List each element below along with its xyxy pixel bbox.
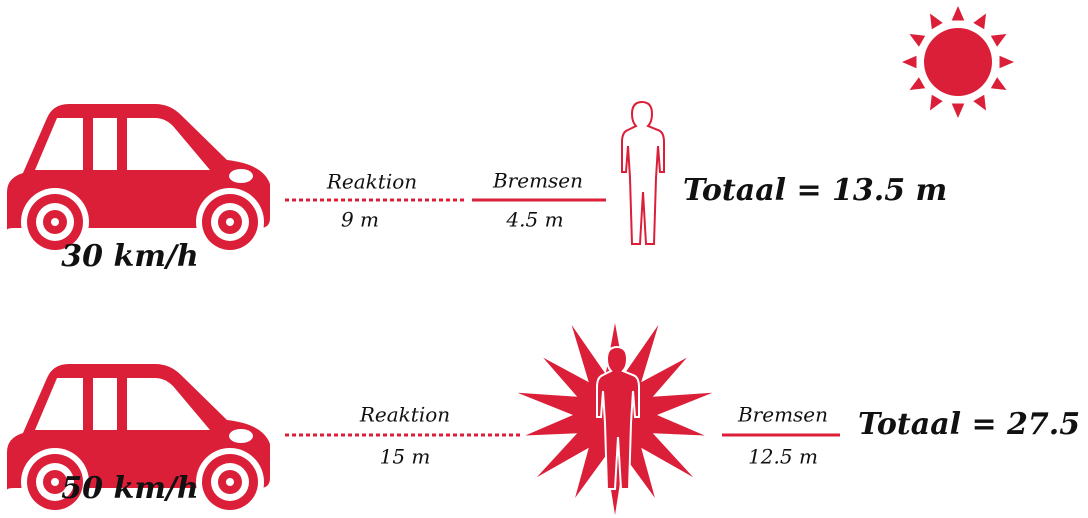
total-distance: Totaal = 27.5 m bbox=[858, 407, 1088, 442]
sun-icon bbox=[902, 6, 1014, 118]
reaction-distance: 15 m bbox=[380, 445, 431, 469]
sun-ray bbox=[952, 6, 965, 21]
sun-ray bbox=[910, 77, 926, 90]
sun-ray bbox=[973, 14, 986, 30]
reaction-label: Reaktion bbox=[359, 403, 450, 427]
sun-ray bbox=[973, 95, 986, 111]
sun-ray bbox=[952, 104, 965, 119]
braking-label: Bremsen bbox=[492, 169, 583, 193]
sun-ray bbox=[902, 56, 917, 69]
car-icon bbox=[7, 104, 270, 256]
braking-distance: 12.5 m bbox=[748, 445, 818, 469]
sun-ray bbox=[930, 14, 943, 30]
pedestrian-icon bbox=[622, 102, 664, 244]
sun-ray bbox=[1000, 56, 1015, 69]
total-distance: Totaal = 13.5 m bbox=[683, 173, 947, 208]
sun-ray bbox=[991, 77, 1007, 90]
diagram: 30 km/h Reaktion 9 m Bremsen 4.5 m Totaa… bbox=[0, 0, 1088, 518]
sun-ray bbox=[930, 95, 943, 111]
speed-label: 50 km/h bbox=[61, 471, 199, 506]
reaction-label: Reaktion bbox=[326, 170, 417, 194]
sun-ray bbox=[991, 34, 1007, 47]
reaction-distance: 9 m bbox=[341, 208, 379, 232]
speed-label: 30 km/h bbox=[61, 239, 199, 274]
braking-label: Bremsen bbox=[737, 403, 828, 427]
sun-ray bbox=[910, 34, 926, 47]
braking-distance: 4.5 m bbox=[505, 208, 563, 232]
